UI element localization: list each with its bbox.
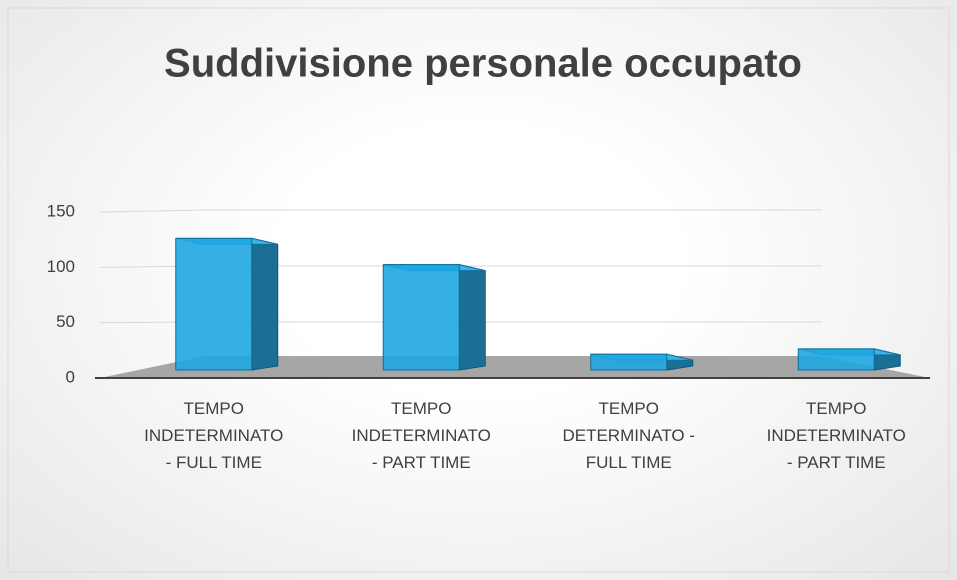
bar-front <box>797 348 875 371</box>
y-tick-label: 50 <box>56 312 75 331</box>
bar <box>797 348 901 371</box>
bar-front <box>590 353 668 371</box>
y-tick-label: 100 <box>47 257 75 276</box>
x-tick-label: TEMPO DETERMINATO - FULL TIME <box>562 399 696 472</box>
bar <box>382 264 486 371</box>
bar-front <box>175 237 253 371</box>
x-tick-label: TEMPO INDETERMINATO - PART TIME <box>351 399 491 472</box>
y-tick-label: 150 <box>47 201 75 220</box>
bar <box>590 353 694 371</box>
floor <box>100 356 930 378</box>
bar-front <box>382 264 460 371</box>
bar <box>175 237 279 371</box>
chart-title: Suddivisione personale occupato <box>164 42 802 86</box>
grid-line <box>99 209 206 213</box>
x-tick-label: TEMPO INDETERMINATO - PART TIME <box>766 399 906 472</box>
x-tick-label: TEMPO INDETERMINATO - FULL TIME <box>144 399 284 472</box>
bar-side <box>251 237 279 371</box>
y-tick-label: 0 <box>66 367 75 386</box>
bar-side <box>458 264 486 371</box>
chart-border <box>7 7 950 573</box>
